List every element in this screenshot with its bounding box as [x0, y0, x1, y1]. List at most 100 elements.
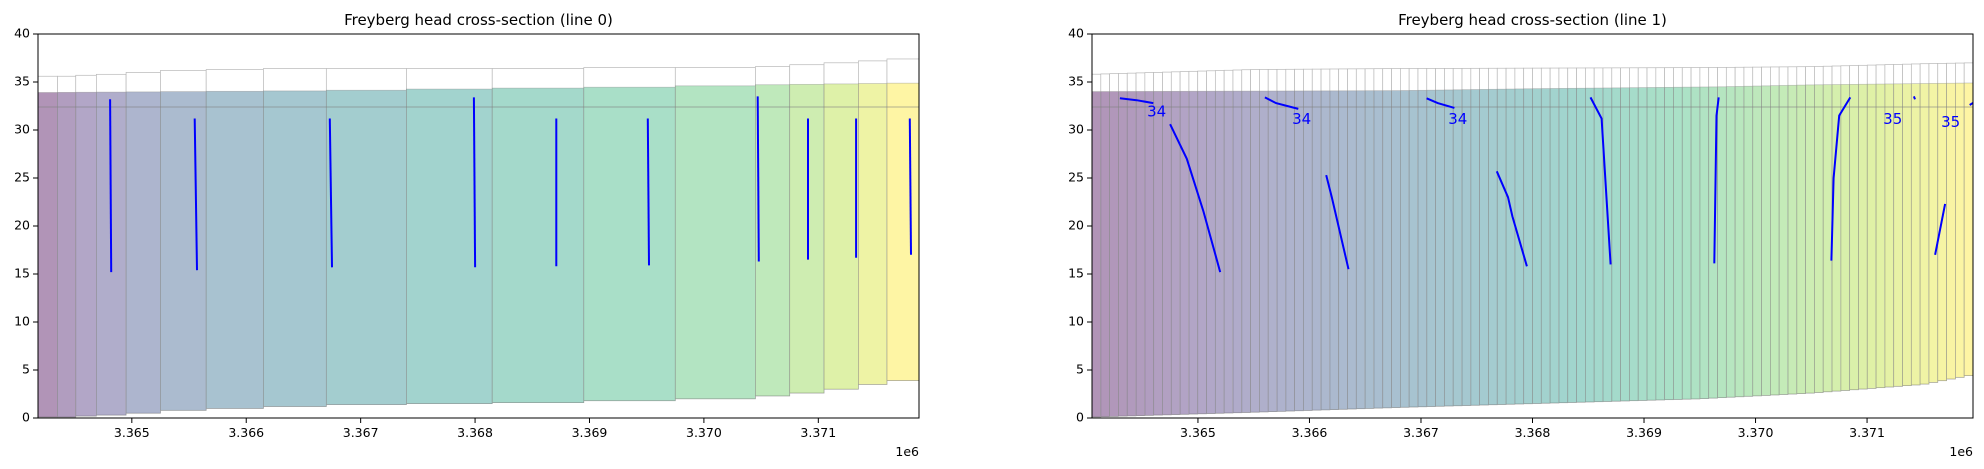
saturated-cell — [1681, 86, 1692, 400]
saturated-cell — [1602, 87, 1613, 402]
saturated-cell — [1479, 89, 1489, 406]
grid-cell — [583, 67, 676, 402]
saturated-cell — [1858, 83, 1868, 390]
y-tick-label: 15 — [14, 266, 30, 281]
saturated-cell — [1505, 88, 1516, 405]
head-contour — [1589, 96, 1612, 265]
head-contour — [472, 97, 477, 268]
saturated-cell — [1408, 90, 1419, 408]
grid-cell — [789, 64, 825, 394]
saturated-cell — [755, 84, 791, 397]
saturated-cell — [1725, 86, 1736, 398]
saturated-cell — [1153, 91, 1163, 416]
saturated-cell — [75, 91, 97, 417]
saturated-cell — [1373, 90, 1384, 409]
x-tick-label: 3.370 — [686, 425, 722, 440]
saturated-cell — [886, 82, 919, 381]
saturated-cell — [1470, 89, 1480, 406]
saturated-cell — [1540, 88, 1551, 404]
head-contour — [193, 118, 198, 271]
saturated-cell — [1311, 90, 1322, 411]
y-tick-label: 35 — [1068, 74, 1084, 89]
head-contour — [1119, 97, 1154, 105]
grid-cell — [125, 72, 161, 414]
saturated-cell — [1355, 90, 1366, 410]
x-tick-label: 3.371 — [1849, 425, 1885, 440]
saturated-cell — [1382, 90, 1392, 409]
saturated-cell — [1814, 84, 1824, 393]
chart-title: Freyberg head cross-section (line 1) — [1398, 11, 1667, 29]
saturated-cell — [1320, 90, 1331, 411]
head-contour — [756, 96, 760, 262]
saturated-cell — [1761, 85, 1771, 396]
saturated-cell — [1276, 90, 1287, 412]
head-contour — [1495, 170, 1528, 267]
y-tick-label: 10 — [1068, 314, 1084, 329]
saturated-cell — [1250, 90, 1260, 413]
saturated-cell — [1241, 90, 1251, 413]
plot-area — [38, 58, 919, 418]
head-contour — [1325, 174, 1350, 270]
saturated-cell — [1303, 90, 1313, 411]
saturated-cell — [1796, 84, 1806, 394]
contour-label: 34 — [1448, 110, 1467, 128]
saturated-cell — [263, 90, 327, 407]
saturated-cell — [1452, 89, 1463, 407]
y-tick-label: 40 — [14, 26, 30, 41]
y-tick-label: 5 — [22, 362, 30, 377]
x-tick-label: 3.366 — [228, 425, 264, 440]
saturated-cell — [1461, 89, 1472, 406]
x-tick-label: 3.367 — [1403, 425, 1439, 440]
grid-cell — [160, 70, 207, 411]
y-tick-label: 20 — [14, 218, 30, 233]
x-tick-label: 3.367 — [343, 425, 379, 440]
contour-label: 35 — [1883, 110, 1902, 128]
head-contour — [1969, 101, 1973, 106]
saturated-cell — [1655, 87, 1665, 401]
head-contour — [109, 99, 113, 273]
head-contour — [1912, 96, 1916, 100]
y-tick-label: 30 — [14, 122, 30, 137]
saturated-cell — [38, 92, 58, 418]
saturated-cell — [1444, 89, 1454, 407]
x-tick-label: 3.366 — [1292, 425, 1328, 440]
saturated-cell — [1144, 91, 1155, 416]
saturated-cell — [1840, 84, 1851, 391]
subplot-line-1: 34 34 34 35 35 3.365 3.366 3.367 3.368 3.369 3.370… — [1068, 11, 1974, 459]
saturated-cell — [325, 89, 407, 405]
x-offset-label: 1e6 — [895, 444, 919, 459]
saturated-cell — [1109, 91, 1119, 417]
saturated-cell — [1214, 90, 1225, 414]
saturated-cell — [583, 86, 676, 402]
saturated-cell — [1347, 90, 1357, 410]
saturated-cell — [160, 91, 207, 411]
saturated-cell — [1267, 90, 1278, 412]
x-tick-label: 3.365 — [1180, 425, 1216, 440]
saturated-cell — [1496, 88, 1507, 405]
y-tick-label: 25 — [1068, 170, 1084, 185]
saturated-cell — [1919, 83, 1930, 385]
saturated-cell — [1963, 82, 1973, 376]
x-tick-label: 3.368 — [1515, 425, 1551, 440]
y-tick-label: 5 — [1076, 362, 1084, 377]
saturated-cell — [1690, 86, 1701, 400]
saturated-cell — [1188, 90, 1199, 415]
saturated-cell — [1092, 91, 1102, 418]
saturated-cell — [1488, 88, 1498, 406]
saturated-cell — [1822, 84, 1833, 393]
saturated-cell — [1391, 90, 1401, 408]
saturated-cell — [1162, 91, 1172, 416]
plot-area: 34 34 34 35 35 — [1092, 62, 1973, 418]
saturated-cell — [1259, 90, 1269, 413]
grid-cell — [674, 67, 756, 400]
saturated-cell — [1514, 88, 1525, 405]
head-contour — [328, 118, 333, 268]
y-tick-label: 15 — [1068, 266, 1084, 281]
head-contour — [1169, 123, 1222, 273]
saturated-cell — [1717, 86, 1727, 399]
grid-cell — [406, 68, 493, 404]
x-tick-label: 3.369 — [572, 425, 608, 440]
saturated-cell — [1778, 85, 1789, 395]
head-contour — [1713, 97, 1720, 264]
saturated-cell — [1549, 88, 1560, 404]
